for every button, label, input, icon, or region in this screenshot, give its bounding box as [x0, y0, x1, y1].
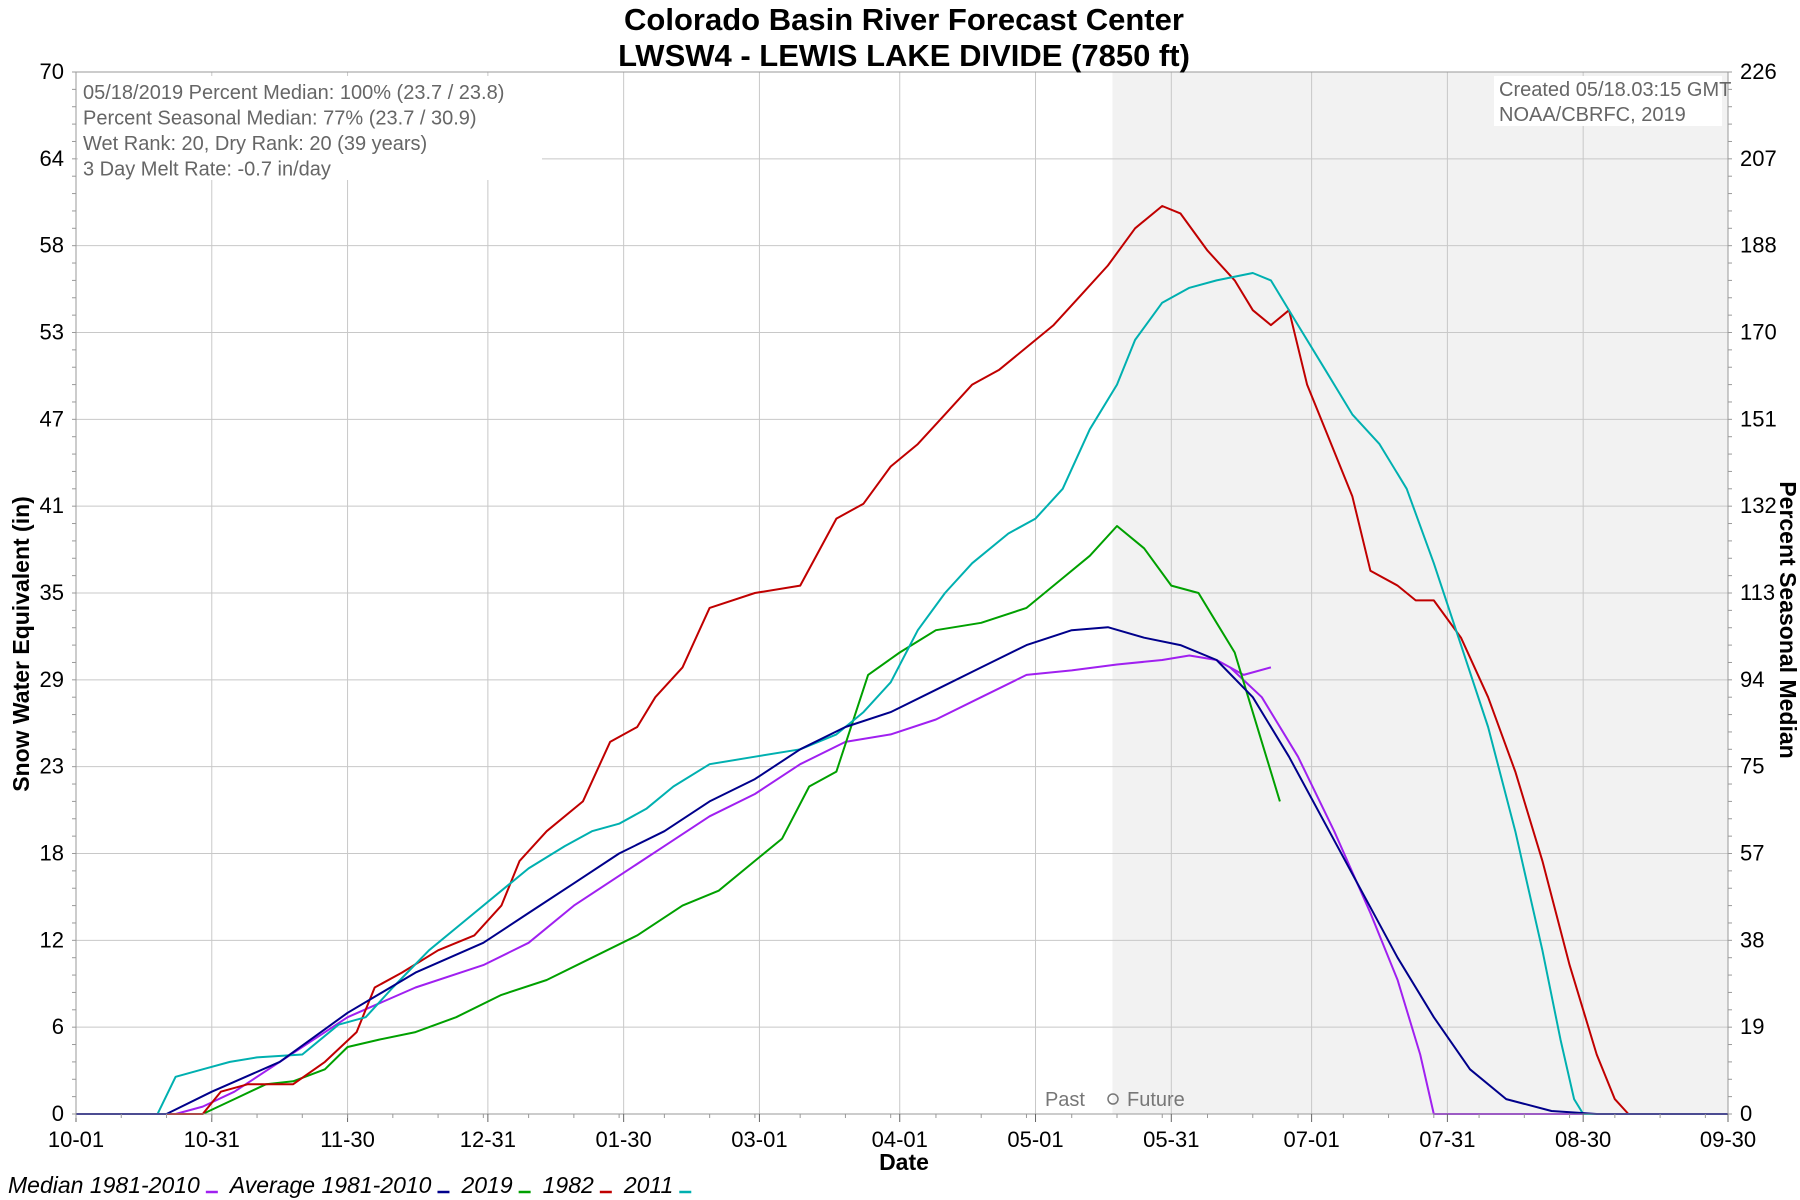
x-tick-label: 07-01: [1283, 1127, 1339, 1152]
x-tick-label: 05-01: [1007, 1127, 1063, 1152]
y2-tick-label: 19: [1740, 1014, 1764, 1039]
y2-tick-label: 0: [1740, 1101, 1752, 1126]
y-tick-label: 47: [40, 406, 64, 431]
y-tick-label: 12: [40, 927, 64, 952]
y2-tick-label: 207: [1740, 146, 1777, 171]
past-label: Past: [1045, 1089, 1085, 1111]
x-tick-label: 05-31: [1143, 1127, 1199, 1152]
y2-tick-label: 132: [1740, 493, 1777, 518]
y2-tick-label: 113: [1740, 580, 1775, 605]
series-line-2011: [76, 272, 1728, 1115]
x-tick-label: 01-30: [596, 1127, 652, 1152]
credit-line: Created 05/18.03:15 GMT: [1499, 79, 1731, 101]
y-tick-label: 53: [40, 320, 64, 345]
legend-label: 2019: [460, 1172, 512, 1198]
y-tick-label: 58: [40, 233, 64, 258]
series-line-1982: [76, 205, 1728, 1115]
x-tick-label: 09-30: [1700, 1127, 1756, 1152]
y2-tick-label: 226: [1740, 59, 1777, 84]
credit-box: [1494, 76, 1722, 126]
past-future-marker: [1107, 1093, 1119, 1105]
y2-tick-label: 75: [1740, 754, 1764, 779]
y2-tick-label: 38: [1740, 927, 1764, 952]
info-box: [78, 76, 542, 180]
y-tick-label: 29: [40, 667, 64, 692]
x-tick-label: 04-01: [872, 1127, 928, 1152]
y2-tick-label: 170: [1740, 320, 1777, 345]
y-tick-label: 64: [40, 146, 64, 171]
y-tick-label: 0: [52, 1101, 64, 1126]
y2-tick-label: 188: [1740, 233, 1777, 258]
info-line: Percent Seasonal Median: 77% (23.7 / 30.…: [83, 108, 477, 130]
y-tick-label: 6: [52, 1014, 64, 1039]
series-line-average-1981-2010: [76, 626, 1728, 1115]
y-axis-label: Snow Water Equivalent (in): [8, 496, 34, 792]
chart-subtitle: LWSW4 - LEWIS LAKE DIVIDE (7850 ft): [618, 38, 1190, 73]
y2-tick-label: 57: [1740, 841, 1764, 866]
series-line-2019: [76, 525, 1281, 1115]
legend-label: 2011: [623, 1172, 673, 1198]
y2-axis-label: Percent Seasonal Median: [1775, 481, 1800, 758]
y-tick-label: 23: [40, 754, 64, 779]
x-tick-label: 10-31: [184, 1127, 240, 1152]
y-tick-label: 35: [40, 580, 64, 605]
info-line: 3 Day Melt Rate: -0.7 in/day: [83, 159, 331, 181]
chart-title: Colorado Basin River Forecast Center: [624, 2, 1184, 37]
legend-label: Median 1981-2010: [8, 1172, 200, 1198]
x-tick-label: 07-31: [1419, 1127, 1475, 1152]
legend: Median 1981-2010 Average 1981-2010 2019 198…: [8, 1172, 692, 1198]
series-line-median-continuation: [1229, 666, 1728, 1115]
x-axis-label: Date: [879, 1149, 929, 1175]
y-tick-label: 70: [40, 59, 64, 84]
x-tick-label: 03-01: [731, 1127, 787, 1152]
x-tick-label: 11-30: [320, 1127, 375, 1152]
x-tick-label: 08-30: [1555, 1127, 1611, 1152]
future-label: Future: [1127, 1089, 1185, 1111]
credit-line: NOAA/CBRFC, 2019: [1499, 104, 1686, 126]
y-tick-label: 41: [40, 493, 64, 518]
legend-label: Average 1981-2010: [228, 1172, 432, 1198]
x-tick-label: 12-31: [460, 1127, 516, 1152]
y2-tick-label: 94: [1740, 667, 1764, 692]
info-line: 05/18/2019 Percent Median: 100% (23.7 / …: [83, 82, 504, 104]
legend-label: 1982: [543, 1172, 594, 1198]
series-line-median-1981-2010: [76, 654, 1272, 1115]
info-line: Wet Rank: 20, Dry Rank: 20 (39 years): [83, 133, 427, 155]
y2-tick-label: 151: [1740, 406, 1777, 431]
x-tick-label: 10-01: [48, 1127, 104, 1152]
y-tick-label: 18: [40, 841, 64, 866]
